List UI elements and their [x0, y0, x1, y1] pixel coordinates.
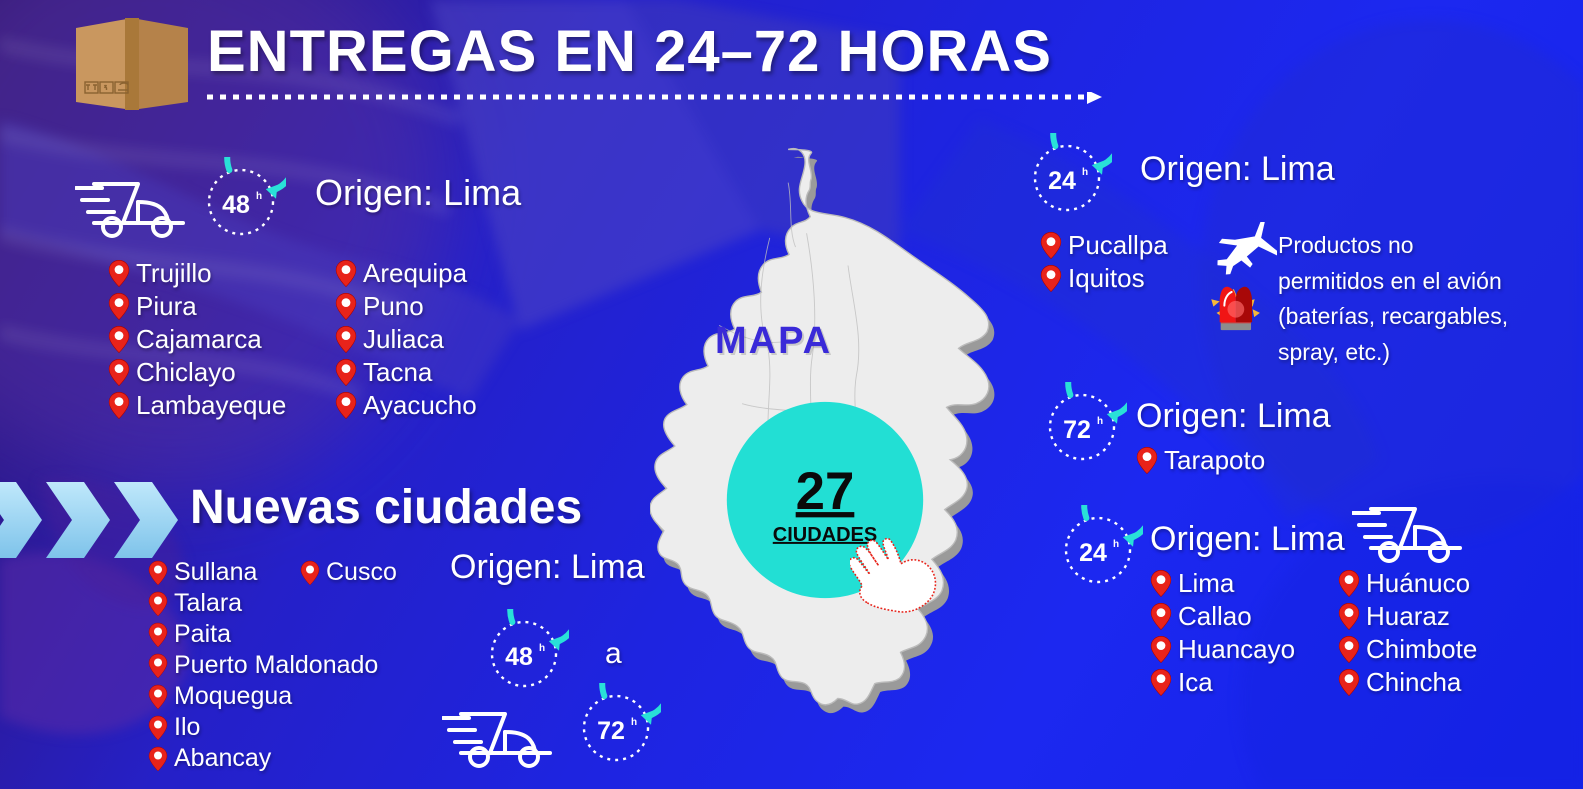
svg-text:24: 24 [1079, 539, 1107, 567]
svg-text:72: 72 [597, 717, 625, 745]
svg-text:72: 72 [1063, 416, 1091, 444]
svg-text:24: 24 [1048, 167, 1076, 195]
svg-text:27: 27 [796, 462, 855, 521]
svg-text:h: h [1097, 416, 1103, 427]
svg-text:h: h [539, 643, 545, 654]
svg-text:h: h [1113, 539, 1119, 550]
svg-text:h: h [256, 191, 262, 202]
svg-text:48: 48 [222, 191, 250, 219]
svg-text:48: 48 [505, 643, 533, 671]
svg-text:h: h [631, 717, 637, 728]
svg-text:h: h [1082, 167, 1088, 178]
